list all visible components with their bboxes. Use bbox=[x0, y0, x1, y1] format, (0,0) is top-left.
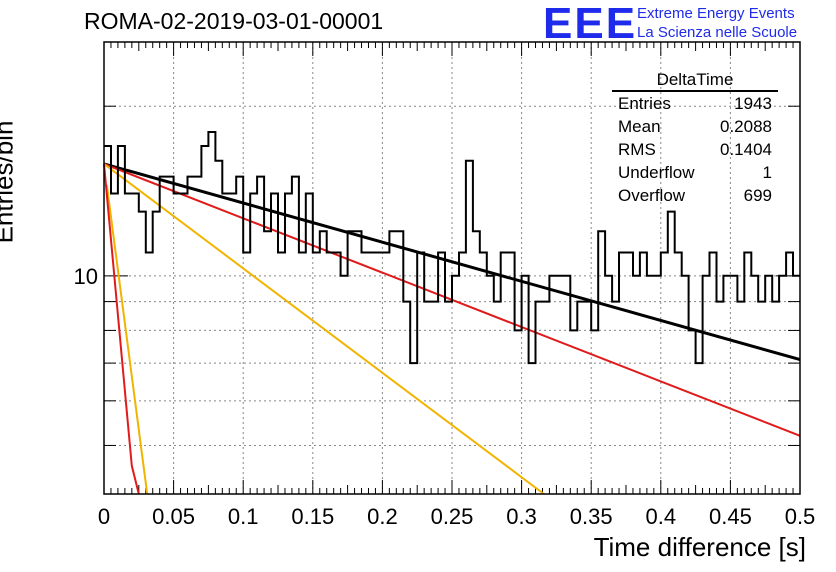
x-tick-label: 0.45 bbox=[709, 504, 752, 529]
fit-line bbox=[103, 163, 545, 495]
chart-title: ROMA-02-2019-03-01-00001 bbox=[84, 8, 384, 34]
stats-label: Mean bbox=[618, 117, 661, 136]
logo-line-1: Extreme Energy Events bbox=[637, 5, 795, 22]
y-tick-label: 10 bbox=[74, 264, 98, 289]
stats-label: RMS bbox=[618, 140, 656, 159]
fit-line bbox=[105, 184, 149, 495]
stats-row-underflow: Underflow 1 bbox=[610, 161, 778, 184]
x-tick-label: 0.4 bbox=[646, 504, 677, 529]
logo-line-2: La Scienza nelle Scuole bbox=[637, 24, 798, 41]
stats-value: 0.1404 bbox=[720, 140, 772, 159]
stats-value: 699 bbox=[743, 186, 772, 205]
stats-value: 1943 bbox=[734, 94, 772, 113]
stats-row-overflow: Overflow 699 bbox=[610, 184, 778, 207]
x-tick-label: 0.05 bbox=[152, 504, 195, 529]
fit-line bbox=[103, 163, 140, 495]
stats-label: Entries bbox=[618, 94, 671, 113]
logo-caption: Extreme Energy Events La Scienza nelle S… bbox=[637, 4, 797, 42]
stats-header: DeltaTime bbox=[612, 70, 778, 92]
stats-row-rms: RMS 0.1404 bbox=[610, 138, 778, 161]
y-axis-label-wrap: Entries/bin bbox=[0, 121, 34, 244]
x-tick-label: 0.25 bbox=[431, 504, 474, 529]
x-tick-label: 0.35 bbox=[570, 504, 613, 529]
stats-box: DeltaTime Entries 1943 Mean 0.2088 RMS 0… bbox=[610, 70, 778, 207]
fit-line bbox=[103, 162, 801, 362]
x-axis-label: Time difference [s] bbox=[593, 532, 806, 562]
x-tick-label: 0 bbox=[98, 504, 110, 529]
axis-ticks bbox=[103, 42, 801, 494]
plot-frame bbox=[103, 41, 801, 495]
x-tick-label: 0.15 bbox=[291, 504, 334, 529]
y-axis-label: Entries/bin bbox=[0, 120, 19, 244]
stats-row-entries: Entries 1943 bbox=[610, 92, 778, 115]
stats-label: Underflow bbox=[618, 163, 695, 182]
x-tick-label: 0.5 bbox=[785, 504, 816, 529]
stats-value: 0.2088 bbox=[720, 117, 772, 136]
stats-value: 1 bbox=[762, 163, 772, 182]
stats-label: Overflow bbox=[618, 186, 686, 205]
tick-labels: 0 0.05 0.1 0.15 0.2 0.25 0.3 0.35 0.4 0.45 0.5 10 bbox=[74, 264, 816, 529]
eee-logo: EEE bbox=[543, 0, 638, 48]
stats-row-mean: Mean 0.2088 bbox=[610, 115, 778, 138]
x-tick-label: 0.2 bbox=[367, 504, 398, 529]
x-tick-label: 0.1 bbox=[228, 504, 259, 529]
histogram-outline bbox=[104, 131, 800, 365]
x-tick-label: 0.3 bbox=[506, 504, 537, 529]
